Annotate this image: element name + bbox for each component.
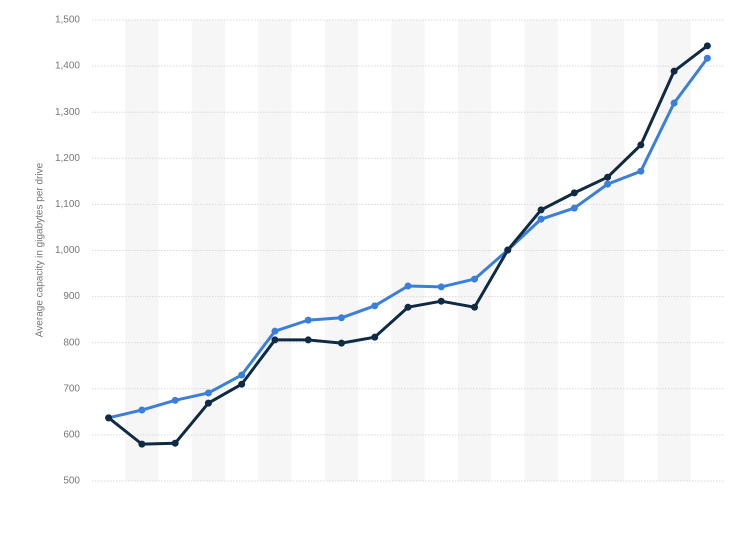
data-point: [238, 380, 246, 388]
y-tick-label: 600: [63, 430, 80, 441]
y-tick-label: 1,000: [55, 245, 80, 256]
data-point: [371, 333, 379, 341]
column-band: [590, 20, 625, 481]
data-point: [404, 303, 412, 311]
data-point: [105, 414, 113, 422]
y-tick-label: 500: [63, 476, 80, 487]
data-point: [238, 371, 246, 379]
data-point: [570, 204, 578, 212]
data-point: [637, 141, 645, 149]
column-band: [191, 20, 226, 481]
y-axis-label: Average capacity in gigabytes per drive: [35, 162, 46, 337]
data-point: [304, 336, 312, 344]
data-point: [537, 206, 545, 214]
data-point: [637, 167, 645, 175]
data-point: [703, 42, 711, 50]
y-tick-label: 1,500: [55, 15, 80, 26]
data-point: [670, 67, 678, 75]
data-point: [271, 336, 279, 344]
data-point: [504, 246, 512, 254]
data-point: [604, 180, 612, 188]
data-point: [471, 303, 479, 311]
data-point: [337, 339, 345, 347]
data-point: [337, 314, 345, 322]
data-point: [171, 396, 179, 404]
y-tick-label: 700: [63, 383, 80, 394]
y-tick-label: 1,300: [55, 107, 80, 118]
data-point: [703, 54, 711, 62]
data-point: [204, 389, 212, 397]
data-point: [171, 439, 179, 447]
data-point: [371, 302, 379, 310]
data-point: [471, 275, 479, 283]
data-point: [604, 173, 612, 181]
data-point: [537, 215, 545, 223]
data-point: [670, 99, 678, 107]
column-band: [524, 20, 558, 481]
y-tick-label: 1,400: [55, 61, 80, 72]
data-point: [138, 440, 146, 448]
data-point: [570, 189, 578, 197]
y-tick-label: 800: [63, 337, 80, 348]
data-point: [138, 406, 146, 414]
data-point: [271, 327, 279, 335]
data-point: [304, 316, 312, 324]
y-tick-label: 1,100: [55, 199, 80, 210]
data-point: [437, 297, 445, 305]
data-point: [404, 282, 412, 290]
y-tick-label: 1,200: [55, 153, 80, 164]
data-point: [204, 399, 212, 407]
data-point: [437, 283, 445, 291]
y-tick-label: 900: [63, 291, 80, 302]
